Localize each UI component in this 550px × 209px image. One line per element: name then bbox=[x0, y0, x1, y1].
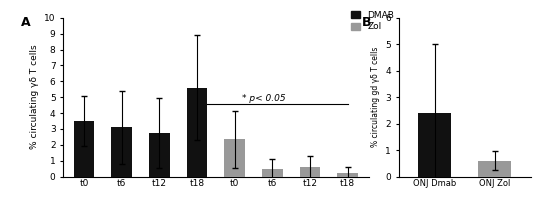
Bar bbox=[300, 167, 321, 177]
Text: B: B bbox=[362, 16, 371, 29]
Bar bbox=[337, 173, 358, 177]
Legend: DMAB, Zol: DMAB, Zol bbox=[351, 11, 394, 32]
Bar bbox=[111, 127, 132, 177]
Bar bbox=[186, 88, 207, 177]
Bar bbox=[418, 113, 451, 177]
Bar bbox=[74, 121, 95, 177]
Text: A: A bbox=[20, 16, 30, 29]
Text: * p< 0.05: * p< 0.05 bbox=[242, 94, 286, 103]
Bar bbox=[149, 133, 170, 177]
Bar bbox=[478, 161, 512, 177]
Y-axis label: % circulating gd γδ T cells: % circulating gd γδ T cells bbox=[371, 47, 380, 147]
Bar bbox=[224, 139, 245, 177]
Y-axis label: % circulating γδ T cells: % circulating γδ T cells bbox=[30, 45, 38, 149]
Bar bbox=[262, 169, 283, 177]
